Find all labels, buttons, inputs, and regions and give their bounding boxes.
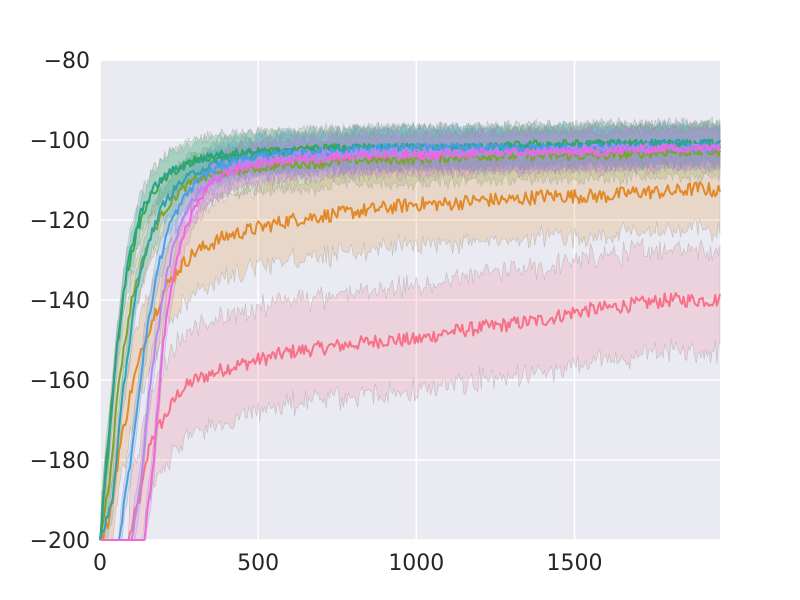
series-lines — [99, 138, 721, 541]
x-tick-label: 0 — [93, 551, 107, 576]
y-tick-label: −120 — [30, 209, 90, 234]
x-axis-ticks: 0 500 1000 1500 — [93, 551, 602, 576]
grid-lines — [99, 59, 720, 541]
y-tick-label: −80 — [44, 49, 90, 74]
x-tick-label: 500 — [237, 551, 279, 576]
y-tick-label: −100 — [30, 129, 90, 154]
y-tick-label: −200 — [30, 529, 90, 554]
y-axis-ticks: −200 −180 −160 −140 −120 −100 −80 — [30, 49, 90, 554]
series-line-0 — [100, 292, 721, 541]
y-tick-label: −140 — [30, 289, 90, 314]
series-line-1 — [99, 181, 721, 541]
y-tick-label: −160 — [30, 369, 90, 394]
series-line-8 — [100, 143, 721, 541]
x-tick-label: 1000 — [388, 551, 444, 576]
y-tick-label: −180 — [30, 449, 90, 474]
x-tick-label: 1500 — [546, 551, 602, 576]
